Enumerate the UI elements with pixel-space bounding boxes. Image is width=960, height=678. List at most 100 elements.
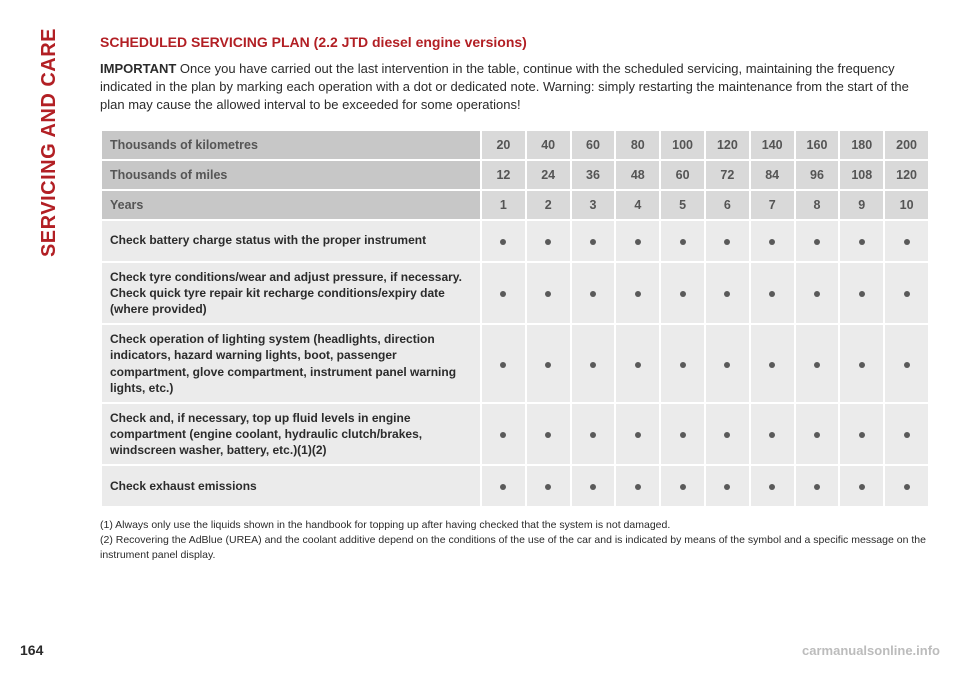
dot-icon bbox=[724, 432, 730, 438]
task-label: Check tyre conditions/wear and adjust pr… bbox=[101, 262, 481, 325]
task-label: Check and, if necessary, top up fluid le… bbox=[101, 403, 481, 466]
task-dot-cell bbox=[839, 465, 884, 507]
table-header-value: 10 bbox=[884, 190, 929, 220]
dot-icon bbox=[769, 362, 775, 368]
task-dot-cell bbox=[705, 220, 750, 262]
dot-icon bbox=[904, 239, 910, 245]
task-dot-cell bbox=[884, 465, 929, 507]
task-dot-cell bbox=[884, 220, 929, 262]
dot-icon bbox=[769, 484, 775, 490]
table-header-value: 120 bbox=[884, 160, 929, 190]
task-label: Check exhaust emissions bbox=[101, 465, 481, 507]
task-dot-cell bbox=[526, 403, 571, 466]
task-dot-cell bbox=[705, 465, 750, 507]
service-plan-table: Thousands of kilometres20406080100120140… bbox=[100, 129, 930, 509]
task-dot-cell bbox=[615, 262, 660, 325]
dot-icon bbox=[859, 362, 865, 368]
task-dot-cell bbox=[481, 403, 526, 466]
dot-icon bbox=[590, 484, 596, 490]
intro-paragraph: IMPORTANT Once you have carried out the … bbox=[100, 60, 930, 115]
task-dot-cell bbox=[660, 465, 705, 507]
table-header-value: 60 bbox=[571, 130, 616, 160]
table-header-value: 100 bbox=[660, 130, 705, 160]
table-header-label: Years bbox=[101, 190, 481, 220]
task-dot-cell bbox=[660, 262, 705, 325]
table-header-value: 200 bbox=[884, 130, 929, 160]
task-dot-cell bbox=[660, 324, 705, 403]
table-header-value: 60 bbox=[660, 160, 705, 190]
table-header-label: Thousands of kilometres bbox=[101, 130, 481, 160]
dot-icon bbox=[590, 239, 596, 245]
dot-icon bbox=[545, 432, 551, 438]
table-header-value: 160 bbox=[795, 130, 840, 160]
table-row: Check tyre conditions/wear and adjust pr… bbox=[101, 262, 929, 325]
task-dot-cell bbox=[750, 465, 795, 507]
dot-icon bbox=[769, 239, 775, 245]
dot-icon bbox=[859, 239, 865, 245]
task-dot-cell bbox=[615, 403, 660, 466]
table-header-value: 72 bbox=[705, 160, 750, 190]
task-dot-cell bbox=[571, 324, 616, 403]
table-header-value: 80 bbox=[615, 130, 660, 160]
page-title: SCHEDULED SERVICING PLAN (2.2 JTD diesel… bbox=[100, 34, 930, 50]
dot-icon bbox=[904, 291, 910, 297]
dot-icon bbox=[500, 239, 506, 245]
task-dot-cell bbox=[526, 220, 571, 262]
dot-icon bbox=[904, 432, 910, 438]
dot-icon bbox=[724, 484, 730, 490]
table-header-value: 2 bbox=[526, 190, 571, 220]
dot-icon bbox=[859, 432, 865, 438]
table-header-value: 84 bbox=[750, 160, 795, 190]
table-header-value: 40 bbox=[526, 130, 571, 160]
task-dot-cell bbox=[660, 403, 705, 466]
section-sidebar-label: SERVICING AND CARE bbox=[38, 28, 61, 257]
task-dot-cell bbox=[839, 403, 884, 466]
task-dot-cell bbox=[795, 220, 840, 262]
dot-icon bbox=[680, 432, 686, 438]
table-header-value: 9 bbox=[839, 190, 884, 220]
dot-icon bbox=[500, 484, 506, 490]
table-row: Check exhaust emissions bbox=[101, 465, 929, 507]
task-dot-cell bbox=[481, 262, 526, 325]
task-dot-cell bbox=[481, 465, 526, 507]
task-dot-cell bbox=[526, 262, 571, 325]
dot-icon bbox=[724, 291, 730, 297]
table-header-value: 140 bbox=[750, 130, 795, 160]
task-dot-cell bbox=[884, 324, 929, 403]
dot-icon bbox=[680, 362, 686, 368]
dot-icon bbox=[635, 291, 641, 297]
footnote: (2) Recovering the AdBlue (UREA) and the… bbox=[100, 533, 930, 562]
task-dot-cell bbox=[795, 403, 840, 466]
table-header-value: 6 bbox=[705, 190, 750, 220]
dot-icon bbox=[635, 432, 641, 438]
table-header-value: 3 bbox=[571, 190, 616, 220]
table-header-value: 5 bbox=[660, 190, 705, 220]
dot-icon bbox=[904, 362, 910, 368]
table-row: Check operation of lighting system (head… bbox=[101, 324, 929, 403]
task-dot-cell bbox=[705, 262, 750, 325]
dot-icon bbox=[814, 362, 820, 368]
table-header-value: 96 bbox=[795, 160, 840, 190]
table-header-value: 8 bbox=[795, 190, 840, 220]
dot-icon bbox=[545, 239, 551, 245]
task-dot-cell bbox=[884, 262, 929, 325]
dot-icon bbox=[724, 362, 730, 368]
footnotes: (1) Always only use the liquids shown in… bbox=[100, 518, 930, 562]
task-dot-cell bbox=[481, 220, 526, 262]
dot-icon bbox=[814, 484, 820, 490]
dot-icon bbox=[859, 291, 865, 297]
task-dot-cell bbox=[795, 262, 840, 325]
dot-icon bbox=[545, 362, 551, 368]
dot-icon bbox=[904, 484, 910, 490]
dot-icon bbox=[635, 362, 641, 368]
task-dot-cell bbox=[750, 324, 795, 403]
task-dot-cell bbox=[571, 403, 616, 466]
table-header-row: Thousands of kilometres20406080100120140… bbox=[101, 130, 929, 160]
table-header-value: 48 bbox=[615, 160, 660, 190]
table-header-label: Thousands of miles bbox=[101, 160, 481, 190]
table-header-row: Thousands of miles1224364860728496108120 bbox=[101, 160, 929, 190]
dot-icon bbox=[635, 239, 641, 245]
task-dot-cell bbox=[615, 465, 660, 507]
dot-icon bbox=[814, 239, 820, 245]
task-dot-cell bbox=[705, 324, 750, 403]
